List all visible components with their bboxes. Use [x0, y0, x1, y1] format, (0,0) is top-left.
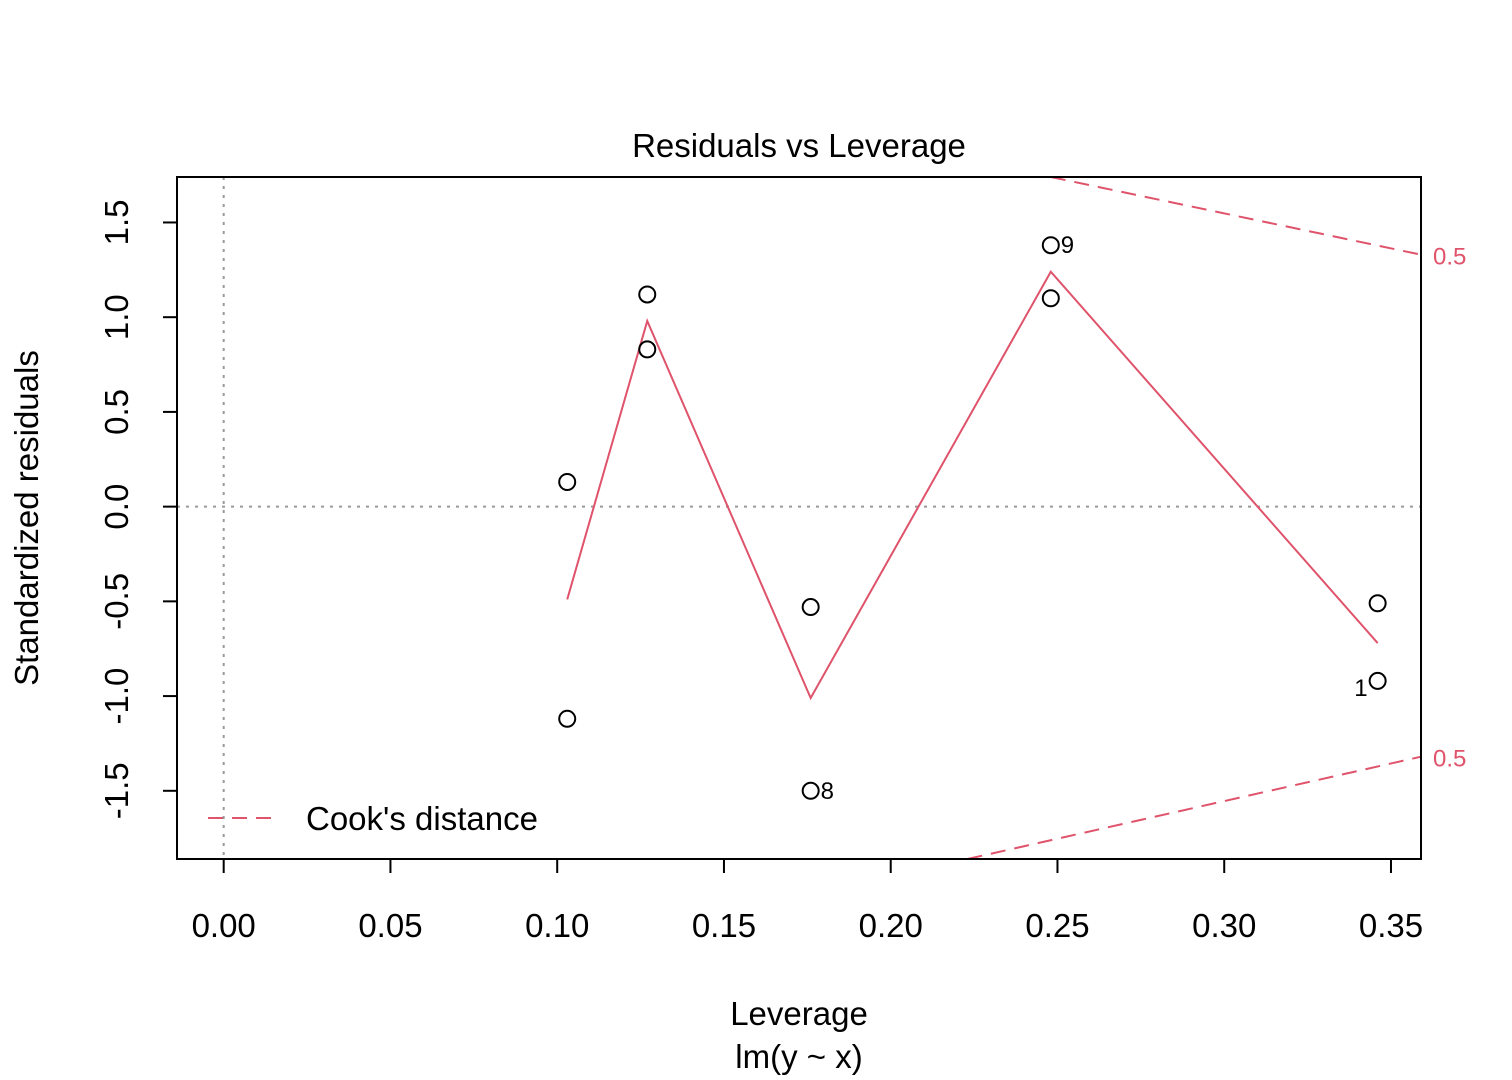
point-label-9: 9: [1061, 232, 1074, 259]
data-point-0: [558, 473, 577, 492]
data-point-1: [558, 709, 577, 728]
cooks-contour-1: [967, 755, 1422, 860]
data-point-7: [1041, 289, 1060, 308]
y-tick-label-4: 0.5: [98, 389, 135, 435]
data-point-2: [638, 285, 657, 304]
data-point-3: [638, 340, 657, 359]
chart-subtitle: lm(y ~ x): [735, 1038, 862, 1075]
data-point-9: [1368, 671, 1387, 690]
y-tick-label-1: -1.0: [98, 668, 135, 725]
y-tick-label-5: 1.0: [98, 294, 135, 340]
x-axis-label: Leverage: [730, 995, 868, 1032]
x-tick-label-2: 0.10: [525, 907, 589, 944]
x-tick-label-4: 0.20: [859, 907, 923, 944]
cooks-distance-contours: 0.5 0.5: [967, 176, 1466, 860]
x-tick-label-0: 0.00: [192, 907, 256, 944]
reference-lines: [177, 177, 1421, 859]
data-point-8: [1368, 594, 1387, 613]
point-label-8: 8: [821, 778, 834, 805]
y-axis-label: Standardized residuals: [8, 350, 45, 686]
x-tick-label-5: 0.25: [1025, 907, 1089, 944]
x-tick-label-7: 0.35: [1359, 907, 1423, 944]
y-tick-label-2: -0.5: [98, 573, 135, 630]
y-tick-label-3: 0.0: [98, 484, 135, 530]
y-tick-label-0: -1.5: [98, 762, 135, 819]
chart-title: Residuals vs Leverage: [632, 127, 966, 164]
x-tick-label-3: 0.15: [692, 907, 756, 944]
x-tick-label-6: 0.30: [1192, 907, 1256, 944]
cooks-contour-label-1: 0.5: [1433, 746, 1466, 773]
x-axis: 0.00 0.05 0.10 0.15 0.20 0.25 0.30 0.35: [192, 858, 1423, 944]
legend-label: Cook's distance: [306, 800, 538, 837]
smooth-polyline: [566, 270, 1379, 701]
y-axis: -1.5 -1.0 -0.5 0.0 0.5 1.0 1.5: [98, 200, 178, 819]
data-point-4: [801, 598, 820, 617]
smooth-line: [566, 270, 1379, 701]
data-point-5: [801, 781, 820, 800]
x-tick-label-1: 0.05: [358, 907, 422, 944]
legend: Cook's distance: [208, 800, 538, 837]
plot-frame: [176, 176, 1422, 860]
y-tick-label-6: 1.5: [98, 200, 135, 246]
data-point-6: [1041, 236, 1060, 255]
point-label-1: 1: [1354, 675, 1367, 702]
cooks-contour-0: [1050, 176, 1422, 256]
data-points: 8 9 1: [558, 232, 1387, 805]
cooks-contour-label-0: 0.5: [1433, 244, 1466, 271]
